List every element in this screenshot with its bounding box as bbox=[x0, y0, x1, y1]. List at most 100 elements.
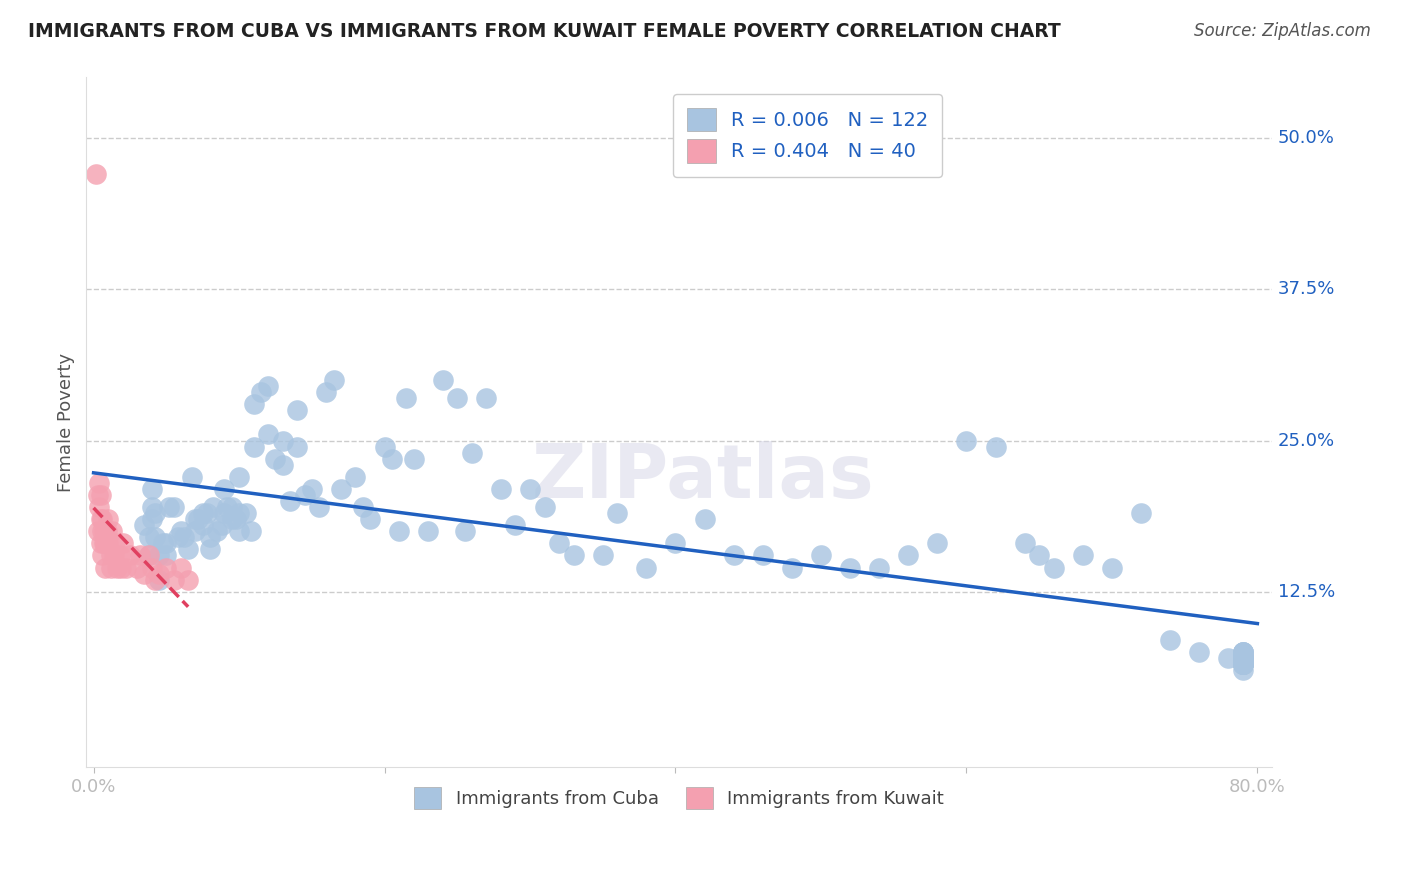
Point bbox=[402, 451, 425, 466]
Point bbox=[143, 530, 166, 544]
Point bbox=[1028, 549, 1050, 563]
Text: Source: ZipAtlas.com: Source: ZipAtlas.com bbox=[1194, 22, 1371, 40]
Point bbox=[693, 512, 716, 526]
Point bbox=[228, 506, 250, 520]
Point bbox=[533, 500, 555, 514]
Point bbox=[373, 440, 395, 454]
Point bbox=[89, 500, 111, 514]
Point bbox=[91, 512, 114, 526]
Point bbox=[191, 506, 214, 520]
Point bbox=[257, 427, 280, 442]
Point bbox=[221, 512, 243, 526]
Point bbox=[489, 482, 512, 496]
Point bbox=[1232, 657, 1254, 672]
Point bbox=[155, 549, 177, 563]
Point bbox=[201, 500, 224, 514]
Point bbox=[432, 373, 454, 387]
Point bbox=[592, 549, 614, 563]
Point bbox=[155, 536, 177, 550]
Point bbox=[100, 560, 122, 574]
Point bbox=[475, 391, 498, 405]
Point bbox=[90, 488, 112, 502]
Point bbox=[1232, 651, 1254, 665]
Point bbox=[235, 506, 257, 520]
Point bbox=[1042, 560, 1064, 574]
Text: 25.0%: 25.0% bbox=[1278, 432, 1334, 450]
Point bbox=[1232, 651, 1254, 665]
Point bbox=[505, 518, 527, 533]
Text: 50.0%: 50.0% bbox=[1278, 129, 1334, 147]
Point bbox=[118, 549, 141, 563]
Point bbox=[127, 560, 149, 574]
Point bbox=[141, 512, 163, 526]
Point bbox=[86, 167, 108, 181]
Point bbox=[87, 524, 110, 539]
Point bbox=[264, 451, 287, 466]
Point bbox=[388, 524, 411, 539]
Point bbox=[91, 549, 114, 563]
Legend: Immigrants from Cuba, Immigrants from Kuwait: Immigrants from Cuba, Immigrants from Ku… bbox=[399, 772, 959, 824]
Point bbox=[129, 549, 152, 563]
Point bbox=[152, 536, 174, 550]
Point bbox=[211, 518, 233, 533]
Point bbox=[1101, 560, 1123, 574]
Point bbox=[177, 573, 200, 587]
Point bbox=[810, 549, 832, 563]
Point bbox=[606, 506, 628, 520]
Point bbox=[519, 482, 541, 496]
Point bbox=[97, 512, 120, 526]
Text: 37.5%: 37.5% bbox=[1278, 280, 1336, 298]
Y-axis label: Female Poverty: Female Poverty bbox=[58, 353, 75, 491]
Point bbox=[187, 512, 209, 526]
Point bbox=[1232, 651, 1254, 665]
Point bbox=[217, 500, 239, 514]
Point bbox=[1188, 645, 1211, 659]
Point bbox=[271, 434, 294, 448]
Point bbox=[381, 451, 404, 466]
Point bbox=[94, 536, 117, 550]
Point bbox=[239, 524, 262, 539]
Point bbox=[1232, 657, 1254, 672]
Point bbox=[780, 560, 803, 574]
Point bbox=[1232, 664, 1254, 678]
Point bbox=[1232, 651, 1254, 665]
Point bbox=[344, 470, 367, 484]
Point bbox=[352, 500, 374, 514]
Point bbox=[1232, 657, 1254, 672]
Point bbox=[1232, 645, 1254, 659]
Point bbox=[1232, 657, 1254, 672]
Point bbox=[228, 524, 250, 539]
Point bbox=[148, 573, 170, 587]
Point bbox=[562, 549, 585, 563]
Point bbox=[138, 530, 160, 544]
Point bbox=[250, 385, 273, 400]
Point bbox=[315, 385, 337, 400]
Point bbox=[198, 542, 221, 557]
Point bbox=[114, 560, 136, 574]
Point bbox=[198, 530, 221, 544]
Point bbox=[329, 482, 352, 496]
Point bbox=[548, 536, 571, 550]
Point bbox=[195, 506, 218, 520]
Point bbox=[143, 506, 166, 520]
Point bbox=[93, 524, 115, 539]
Point bbox=[177, 542, 200, 557]
Point bbox=[170, 560, 193, 574]
Point bbox=[1232, 651, 1254, 665]
Point bbox=[752, 549, 775, 563]
Point bbox=[664, 536, 686, 550]
Point bbox=[148, 566, 170, 581]
Point bbox=[225, 512, 247, 526]
Point bbox=[271, 458, 294, 472]
Point bbox=[359, 512, 381, 526]
Point bbox=[1232, 657, 1254, 672]
Point bbox=[141, 500, 163, 514]
Point bbox=[1232, 645, 1254, 659]
Point bbox=[191, 518, 214, 533]
Point bbox=[228, 470, 250, 484]
Point bbox=[214, 506, 236, 520]
Point bbox=[162, 500, 184, 514]
Point bbox=[278, 494, 301, 508]
Point bbox=[395, 391, 418, 405]
Point bbox=[1218, 651, 1240, 665]
